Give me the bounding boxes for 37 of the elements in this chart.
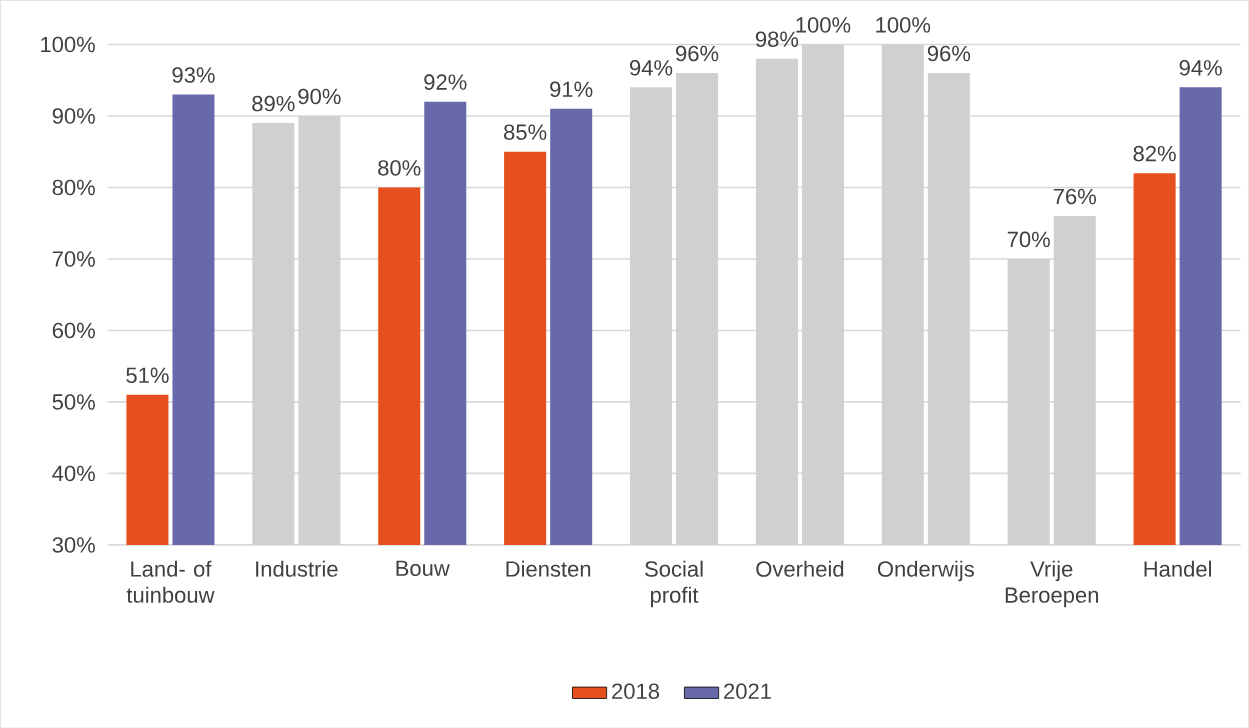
data-label: 80%: [378, 159, 421, 176]
data-label: 94%: [630, 59, 673, 76]
x-tick-label: Handel: [1144, 560, 1212, 577]
y-tick-label: 100%: [41, 36, 95, 53]
data-label: 91%: [550, 81, 593, 97]
x-tick-label: Social profit: [645, 560, 703, 607]
data-label: 98%: [755, 31, 799, 47]
data-label: 100%: [876, 16, 931, 33]
y-tick-label: 40%: [52, 465, 95, 481]
data-label: 96%: [676, 45, 719, 62]
y-tick-label: 80%: [52, 179, 95, 195]
x-tick-label: Overheid: [756, 560, 844, 577]
data-label: 76%: [1053, 188, 1096, 205]
data-label: 89%: [252, 95, 295, 112]
data-label: 85%: [504, 124, 547, 140]
legend-label: 2018: [612, 683, 660, 699]
legend-label: 2021: [724, 683, 771, 699]
x-tick-label: Industrie: [256, 560, 338, 577]
data-label: 70%: [1007, 231, 1050, 247]
data-label: 96%: [927, 45, 971, 62]
x-tick-label: Diensten: [506, 560, 591, 577]
data-label: 94%: [1179, 59, 1222, 76]
data-label: 51%: [126, 367, 169, 383]
y-tick-label: 90%: [52, 107, 95, 124]
data-label: 92%: [424, 74, 467, 90]
y-tick-label: 70%: [52, 250, 95, 267]
y-tick-label: 30%: [52, 536, 95, 553]
data-label: 90%: [298, 88, 341, 104]
y-tick-label: 60%: [52, 322, 95, 338]
y-tick-label: 50%: [52, 393, 95, 410]
data-label: 100%: [796, 16, 851, 33]
data-label: 82%: [1133, 145, 1176, 162]
data-label: 93%: [172, 66, 215, 83]
x-tick-label: Vrije Beroepen: [1005, 560, 1099, 607]
x-tick-label: Onderwijs: [877, 560, 974, 581]
x-tick-label: Land- of tuinbouw: [126, 560, 215, 603]
x-tick-label: Bouw: [396, 560, 450, 576]
